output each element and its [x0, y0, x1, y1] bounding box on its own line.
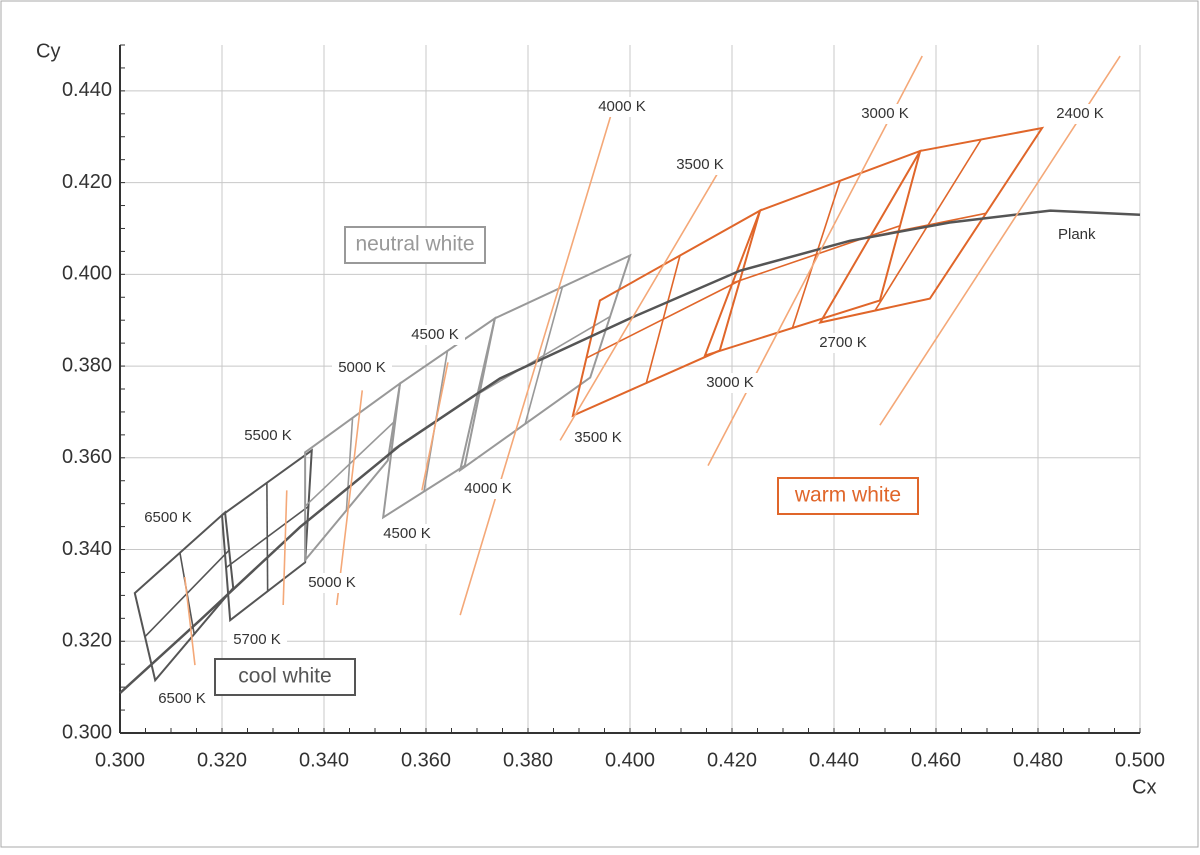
annotation-bg — [332, 358, 392, 378]
annotation: 3000 K — [861, 105, 909, 122]
annotation: 2400 K — [1056, 105, 1104, 122]
y-tick-label: 0.360 — [62, 446, 112, 468]
bin-outline — [818, 126, 1045, 324]
x-tick-label: 0.480 — [1013, 749, 1063, 771]
annotation-bg — [568, 428, 628, 448]
bin-divider — [791, 180, 841, 329]
annotation: 2700 K — [819, 334, 867, 351]
box-label: neutral white — [355, 233, 474, 256]
annotation: 4500 K — [383, 525, 431, 542]
bin-divider — [524, 286, 564, 425]
annotation: 4000 K — [464, 480, 512, 497]
bin-outline — [220, 448, 313, 623]
bin-divider — [645, 255, 681, 384]
x-tick-label: 0.380 — [503, 749, 553, 771]
planck-curve — [119, 209, 1141, 695]
x-tick-label: 0.340 — [299, 749, 349, 771]
annotation-bg — [813, 333, 873, 353]
x-tick-label: 0.500 — [1115, 749, 1165, 771]
y-axis-label: Cy — [36, 40, 60, 62]
y-tick-label: 0.420 — [62, 171, 112, 193]
label-box — [214, 658, 356, 696]
x-tick-label: 0.360 — [401, 749, 451, 771]
annotation-bg — [670, 155, 730, 175]
bin-divider — [345, 417, 354, 511]
series-label: Plank — [1058, 226, 1096, 243]
y-tick-label: 0.300 — [62, 721, 112, 743]
bin-divider — [874, 139, 982, 311]
x-tick-label: 0.320 — [197, 749, 247, 771]
y-tick-label: 0.340 — [62, 538, 112, 560]
x-axis-label: Cx — [1132, 776, 1156, 798]
x-tick-label: 0.440 — [809, 749, 859, 771]
annotation: 6500 K — [144, 509, 192, 526]
y-tick-label: 0.380 — [62, 354, 112, 376]
annotation: 5500 K — [244, 427, 292, 444]
box-label: cool white — [238, 665, 331, 688]
y-tick-label: 0.440 — [62, 79, 112, 101]
x-tick-label: 0.300 — [95, 749, 145, 771]
annotation-bg — [700, 373, 760, 393]
x-tick-label: 0.420 — [707, 749, 757, 771]
annotation: 4000 K — [598, 98, 646, 115]
isotherm-lines — [183, 55, 1121, 666]
annotation-bg — [152, 689, 212, 709]
box-label: warm white — [794, 484, 901, 507]
bin-outline — [703, 149, 922, 358]
annotation-bg — [238, 426, 298, 446]
annotation-bg — [458, 479, 518, 499]
label-box — [777, 477, 919, 515]
y-tick-label: 0.400 — [62, 263, 112, 285]
annotation-bg — [302, 573, 362, 593]
bin-outline — [458, 253, 632, 473]
annotation-bg — [855, 104, 915, 124]
annotation: 3500 K — [676, 156, 724, 173]
annotation-bg — [138, 508, 198, 528]
annotation-bg — [1050, 104, 1110, 124]
annotation: 5700 K — [233, 631, 281, 648]
annotation: 5000 K — [308, 574, 356, 591]
annotation: 6500 K — [158, 690, 206, 707]
annotation: 5000 K — [338, 359, 386, 376]
y-tick-label: 0.320 — [62, 630, 112, 652]
annotation: 4500 K — [411, 326, 459, 343]
annotation-bg — [377, 524, 437, 544]
x-tick-label: 0.460 — [911, 749, 961, 771]
annotation-bg — [405, 325, 465, 345]
bin-divider — [266, 482, 269, 592]
annotation-bg — [592, 97, 652, 117]
annotation: 3500 K — [574, 429, 622, 446]
annotation: 3000 K — [706, 374, 754, 391]
annotation-bg — [227, 630, 287, 650]
label-box — [344, 226, 486, 264]
x-tick-label: 0.400 — [605, 749, 655, 771]
